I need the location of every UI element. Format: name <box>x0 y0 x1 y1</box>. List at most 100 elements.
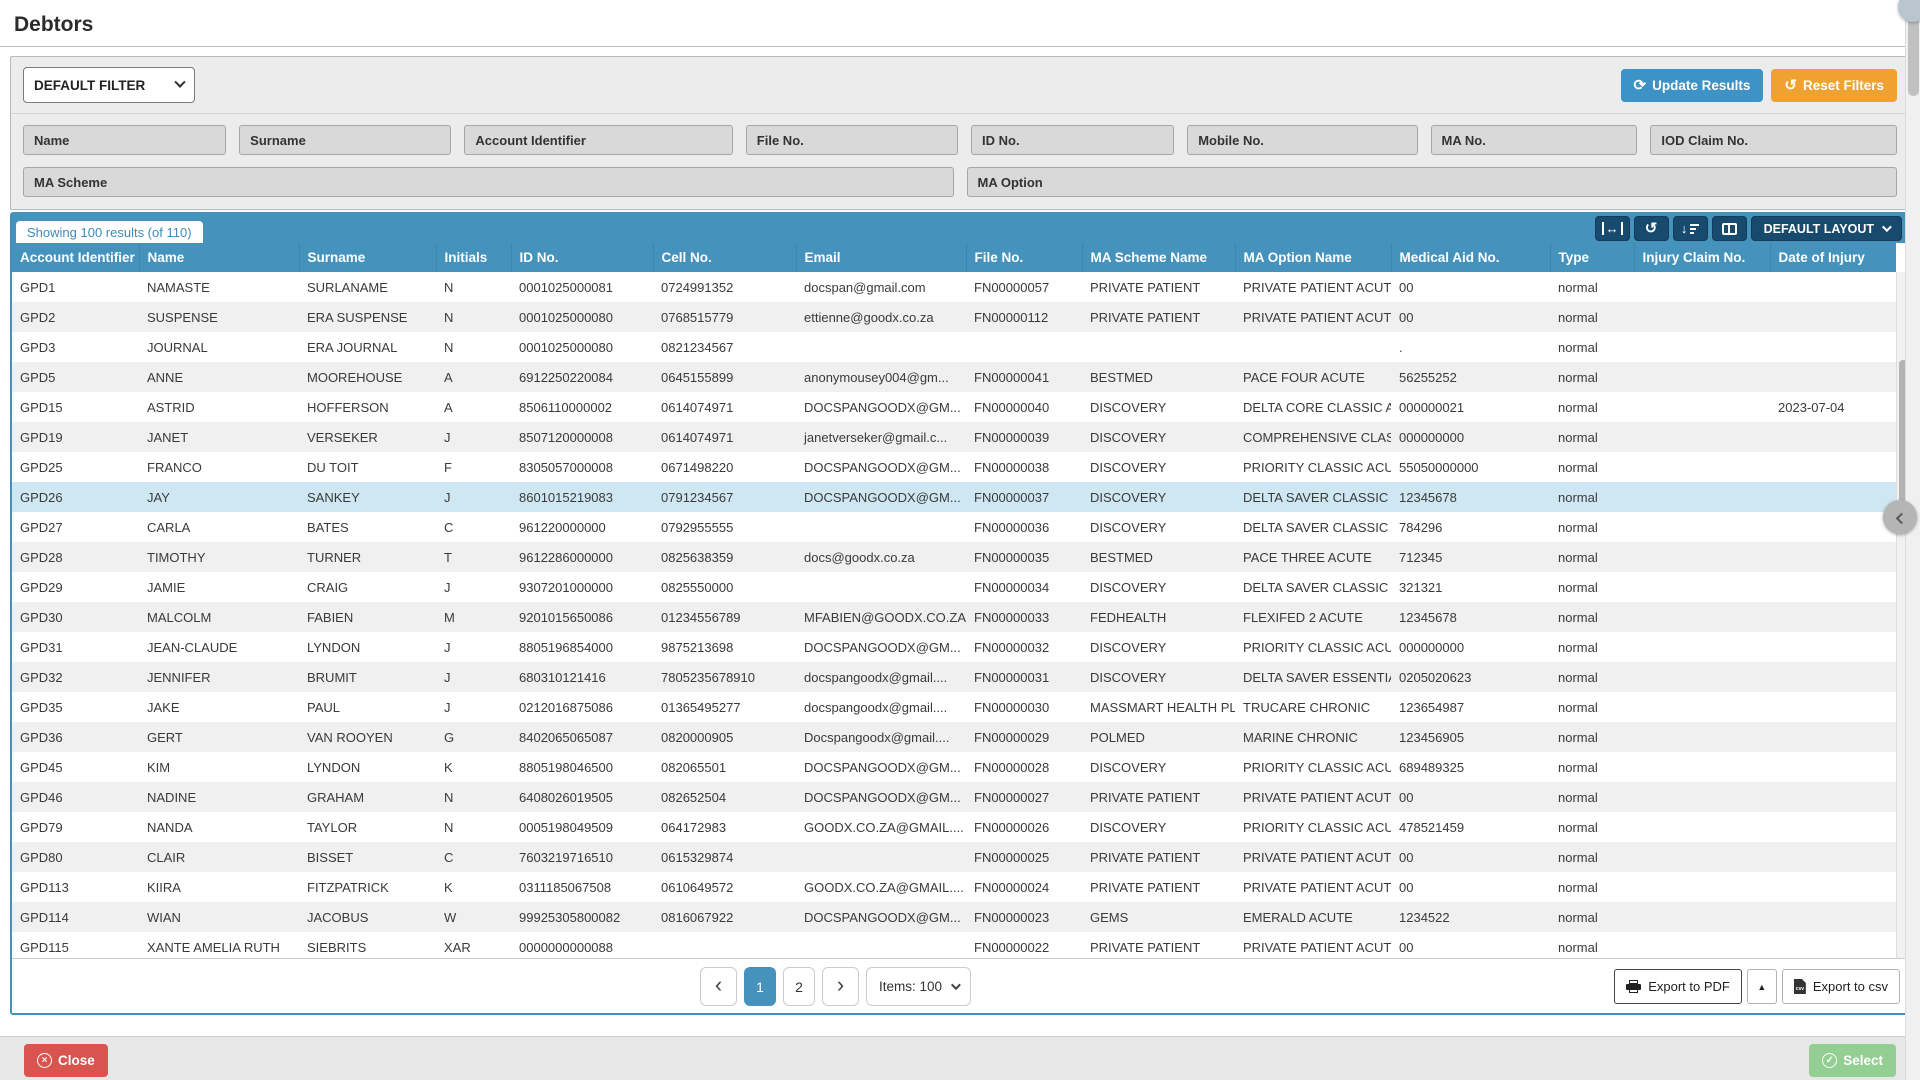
export-csv-label: Export to csv <box>1812 979 1888 994</box>
filter-input-account-identifier[interactable] <box>464 125 733 155</box>
reset-filters-button[interactable]: ↺ Reset Filters <box>1771 68 1897 102</box>
cell: 8506110000002 <box>519 399 613 415</box>
prev-page-button[interactable]: ‹ <box>700 967 737 1006</box>
column-header-email[interactable]: Email <box>796 243 967 272</box>
page-button-1[interactable]: 1 <box>744 967 776 1006</box>
columns-button[interactable] <box>1711 216 1747 241</box>
filter-input-name[interactable] <box>23 125 227 155</box>
column-header-surname[interactable]: Surname <box>299 243 437 272</box>
table-row[interactable]: GPD25 FRANCO DU TOIT F 8305057000008 06714982… <box>12 452 1896 482</box>
corner-widget[interactable] <box>1898 0 1920 22</box>
cell: normal <box>1558 429 1598 445</box>
filter-input-mobile-no[interactable] <box>1187 125 1418 155</box>
table-row[interactable]: GPD36 GERT VAN ROOYEN G 8402065065087 0820000… <box>12 722 1896 752</box>
column-header-date-of-injury[interactable]: Date of Injury <box>1770 243 1896 272</box>
filter-input-surname[interactable] <box>239 125 452 155</box>
column-header-medical-aid-no[interactable]: Medical Aid No. <box>1391 243 1551 272</box>
table-row[interactable]: GPD19 JANET VERSEKER J 8507120000008 06140749… <box>12 422 1896 452</box>
cell: PACE THREE ACUTE <box>1243 549 1372 565</box>
table-row[interactable]: GPD80 CLAIR BISSET C 7603219716510 0615329874… <box>12 842 1896 872</box>
column-header-ma-option-name[interactable]: MA Option Name <box>1235 243 1392 272</box>
table-row[interactable]: GPD28 TIMOTHY TURNER T 9612286000000 08256383… <box>12 542 1896 572</box>
cell: FN00000026 <box>974 819 1050 835</box>
fit-columns-button[interactable]: ↔ <box>1594 216 1630 241</box>
table-row[interactable]: GPD3 JOURNAL ERA JOURNAL N 0001025000080 0821… <box>12 332 1896 362</box>
table-row[interactable]: GPD15 ASTRID HOFFERSON A 8506110000002 061407… <box>12 392 1896 422</box>
column-header-type[interactable]: Type <box>1550 243 1635 272</box>
export-csv-button[interactable]: csv Export to csv <box>1781 969 1900 1004</box>
column-header-id-no[interactable]: ID No. <box>511 243 654 272</box>
cell: FEDHEALTH <box>1090 609 1167 625</box>
table-scrollbar-thumb[interactable] <box>1899 360 1907 520</box>
cell: GPD27 <box>20 519 63 535</box>
table-row[interactable]: GPD1 NAMASTE SURLANAME N 0001025000081 072499… <box>12 272 1896 302</box>
filter-input-ma-option[interactable] <box>966 167 1897 197</box>
cell <box>1770 572 1896 602</box>
cell: normal <box>1558 399 1598 415</box>
cell: 0205020623 <box>1399 669 1472 685</box>
filter-preset-row: DEFAULT FILTER ⟳ Update Results ↺ Reset … <box>11 57 1909 114</box>
table-row[interactable]: GPD31 JEAN-CLAUDE LYNDON J 8805196854000 9875… <box>12 632 1896 662</box>
table-row[interactable]: GPD27 CARLA BATES C 961220000000 0792955555 FN… <box>12 512 1896 542</box>
table-row[interactable]: GPD35 JAKE PAUL J 0212016875086 01365495277 do… <box>12 692 1896 722</box>
column-header-name[interactable]: Name <box>139 243 300 272</box>
table-row[interactable]: GPD115 XANTE AMELIA RUTH SIEBRITS XAR 000000… <box>12 932 1896 962</box>
table-row[interactable]: GPD113 KIIRA FITZPATRICK K 0311185067508 0610… <box>12 872 1896 902</box>
table-row[interactable]: GPD29 JAMIE CRAIG J 9307201000000 0825550000 F… <box>12 572 1896 602</box>
filter-input-ma-no[interactable] <box>1430 125 1638 155</box>
sort-button[interactable]: ↓ <box>1672 216 1708 241</box>
filter-input-ma-scheme[interactable] <box>23 167 954 197</box>
table-row[interactable]: GPD30 MALCOLM FABIEN M 9201015650086 01234556… <box>12 602 1896 632</box>
table-row[interactable]: GPD45 KIM LYNDON K 8805198046500 082065501 DOC… <box>12 752 1896 782</box>
cell <box>1770 332 1896 362</box>
cell: FN00000027 <box>974 789 1050 805</box>
export-pdf-button[interactable]: Export to PDF <box>1614 969 1742 1004</box>
cell: 56255252 <box>1399 369 1457 385</box>
cell: GERT <box>147 729 183 745</box>
column-header-cell-no[interactable]: Cell No. <box>653 243 797 272</box>
cell: normal <box>1558 519 1598 535</box>
filter-input-id-no[interactable] <box>971 125 1175 155</box>
filter-input-iod-claim-no[interactable] <box>1650 125 1897 155</box>
table-row[interactable]: GPD114 WIAN JACOBUS W 99925305800082 08160679… <box>12 902 1896 932</box>
table-row[interactable]: GPD2 SUSPENSE ERA SUSPENSE N 0001025000080 07… <box>12 302 1896 332</box>
table-row[interactable]: GPD46 NADINE GRAHAM N 6408026019505 082652504… <box>12 782 1896 812</box>
close-button[interactable]: × Close <box>24 1044 108 1077</box>
filter-input-file-no[interactable] <box>745 125 959 155</box>
cell: CRAIG <box>307 579 349 595</box>
export-options-caret-button[interactable]: ▲ <box>1746 969 1777 1004</box>
cell: DOCSPANGOODX@GM... <box>804 909 961 925</box>
page-scrollbar-thumb[interactable] <box>1908 1 1919 96</box>
cell: T <box>444 549 452 565</box>
cell: 0311185067508 <box>519 879 612 895</box>
layout-dropdown[interactable]: DEFAULT LAYOUT <box>1750 216 1902 241</box>
cell: 1234522 <box>1399 909 1450 925</box>
reset-layout-button[interactable]: ↺ <box>1633 216 1669 241</box>
table-row[interactable]: GPD5 ANNE MOOREHOUSE A 6912250220084 06451558… <box>12 362 1896 392</box>
column-header-file-no[interactable]: File No. <box>966 243 1083 272</box>
cell: 0005198049509 <box>519 819 613 835</box>
column-header-ma-scheme-name[interactable]: MA Scheme Name <box>1082 243 1236 272</box>
table-row[interactable]: GPD79 NANDA TAYLOR N 0005198049509 064172983 G… <box>12 812 1896 842</box>
side-panel-handle[interactable] <box>1883 500 1917 534</box>
page-button-2[interactable]: 2 <box>783 967 815 1006</box>
cell: normal <box>1558 339 1598 355</box>
update-results-button[interactable]: ⟳ Update Results <box>1620 68 1764 102</box>
cell: FN00000036 <box>974 519 1050 535</box>
table-row[interactable]: GPD32 JENNIFER BRUMIT J 680310121416 78052356… <box>12 662 1896 692</box>
cell: J <box>444 489 451 505</box>
refresh-icon: ⟳ <box>1633 76 1647 94</box>
items-per-page-dropdown[interactable]: Items: 100 <box>866 967 972 1006</box>
page-scrollbar[interactable] <box>1905 0 1920 1080</box>
next-page-button[interactable]: › <box>822 967 859 1006</box>
cell: SANKEY <box>307 489 360 505</box>
cell: 478521459 <box>1399 819 1465 835</box>
column-header-account-identifier[interactable]: Account Identifier <box>12 243 140 272</box>
select-button[interactable]: ✓ Select <box>1809 1044 1896 1077</box>
table-row[interactable]: GPD26 JAY SANKEY J 8601015219083 0791234567 DO… <box>12 482 1896 512</box>
cell: DISCOVERY <box>1090 759 1167 775</box>
column-header-injury-claim-no[interactable]: Injury Claim No. <box>1634 243 1771 272</box>
filter-preset-select[interactable]: DEFAULT FILTER <box>23 67 195 103</box>
column-header-initials[interactable]: Initials <box>436 243 512 272</box>
undo-icon: ↺ <box>1784 76 1797 94</box>
